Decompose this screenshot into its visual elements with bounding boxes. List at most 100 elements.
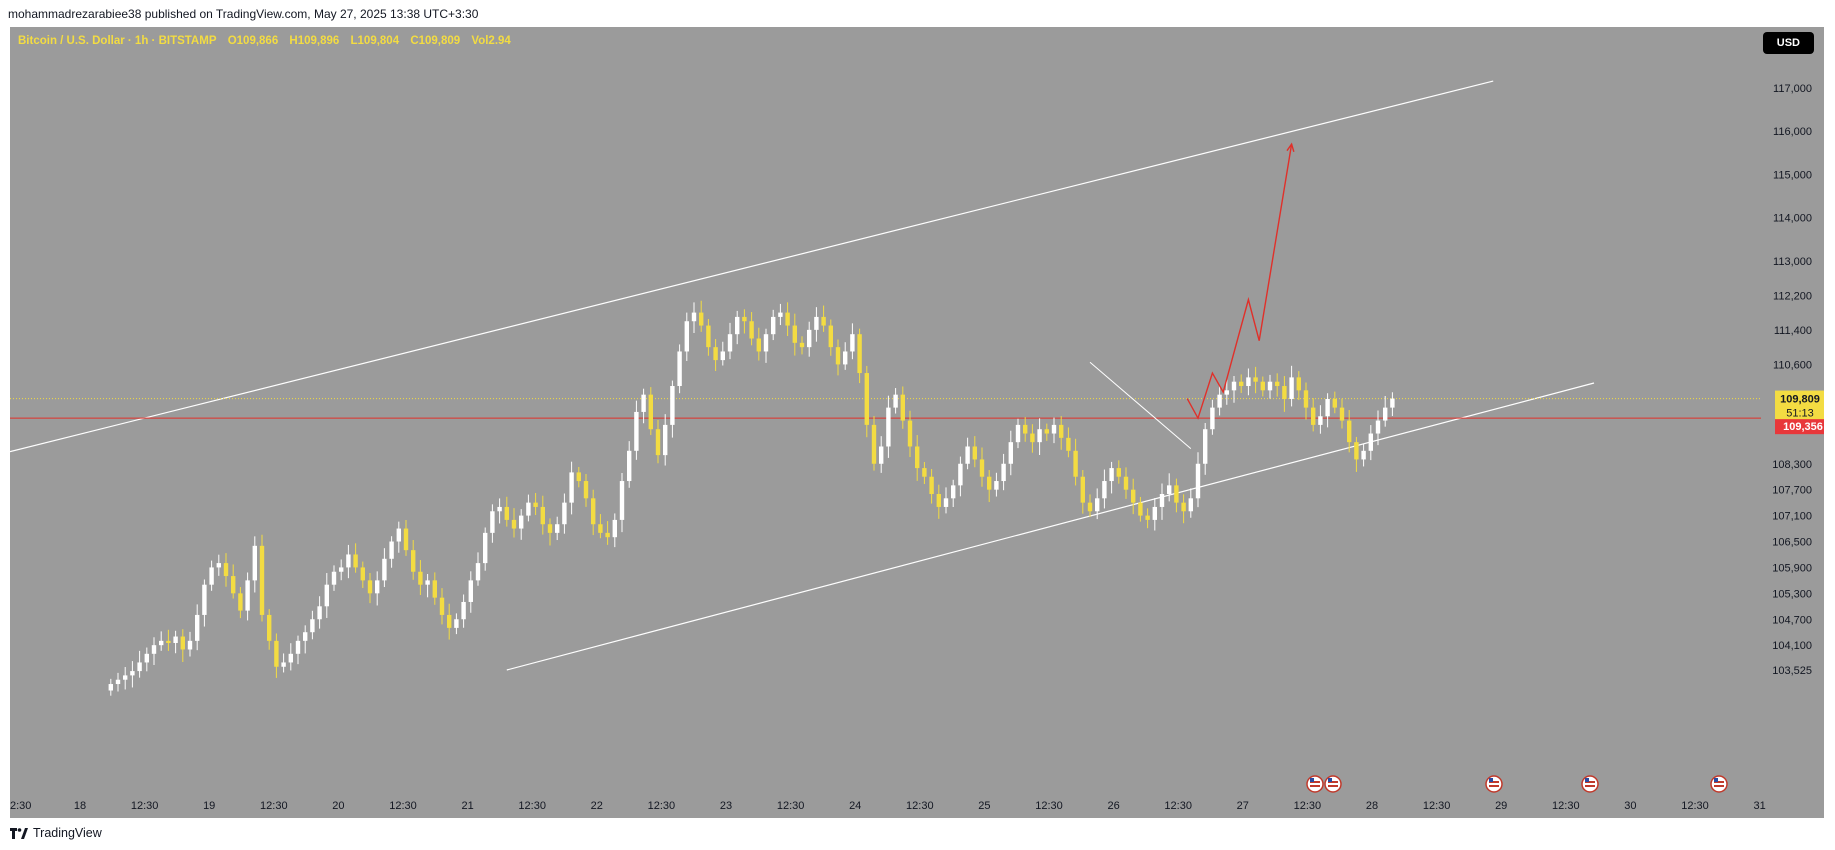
x-tick-label: 31 [1753, 800, 1765, 812]
candle-body [1383, 407, 1388, 421]
x-tick-label: 12:30 [1035, 800, 1063, 812]
candle-body [303, 632, 308, 641]
candle-body [987, 476, 992, 490]
candle-body [922, 468, 927, 477]
y-tick-label: 107,100 [1772, 511, 1812, 523]
countdown-label: 51:13 [1786, 408, 1814, 420]
candle-body [907, 420, 913, 447]
x-tick-label: 12:30 [648, 800, 676, 812]
candle-body [799, 342, 805, 348]
candle-body [1296, 377, 1301, 391]
legend-close: C109,809 [410, 35, 461, 47]
candle-body [641, 394, 646, 412]
candle-body [519, 515, 524, 529]
y-tick-label: 114,000 [1773, 213, 1812, 225]
candle-body [677, 351, 682, 387]
candle-body [533, 502, 538, 507]
x-tick-label: 26 [1107, 800, 1119, 812]
candle-body [1109, 468, 1114, 482]
x-tick-label: 25 [978, 800, 990, 812]
candle-body [1008, 442, 1013, 464]
candle-body [893, 394, 898, 408]
candle-body [339, 567, 344, 572]
candle-body [238, 593, 243, 611]
candle-body [1339, 407, 1345, 421]
x-tick-label: 2:30 [10, 800, 31, 812]
x-tick-label: 28 [1366, 800, 1378, 812]
support-badge [1775, 419, 1824, 435]
candle-body [1195, 463, 1201, 499]
candle-body [951, 485, 956, 499]
us-flag-stripe [1310, 785, 1320, 787]
candle-body [432, 580, 437, 598]
candle-body [843, 351, 848, 365]
candle-body [598, 524, 603, 533]
candle-body [310, 619, 315, 633]
candle-body [619, 481, 625, 520]
candle-body [324, 584, 329, 607]
candle-body [742, 316, 747, 322]
candle-body [1095, 498, 1100, 512]
candle-body [648, 394, 653, 430]
wedge-line [1089, 361, 1192, 450]
candle-body [591, 498, 596, 525]
candle-body [814, 316, 819, 330]
us-flag-stripe [1585, 785, 1595, 787]
us-flag-event-icon [1581, 775, 1599, 793]
us-flag-stripe [1585, 781, 1595, 783]
currency-button[interactable]: USD [1762, 32, 1814, 54]
x-tick-label: 12:30 [518, 800, 546, 812]
candle-body [108, 684, 113, 691]
candle-body [864, 373, 869, 425]
candle-body [958, 463, 963, 486]
candle-body [1037, 429, 1042, 443]
candle-body [418, 571, 423, 585]
candle-body [727, 334, 733, 352]
candle-body [1347, 420, 1352, 443]
candle-body [1224, 390, 1229, 395]
forecast-arrow-head [1286, 142, 1295, 153]
y-tick-label: 117,000 [1773, 83, 1812, 95]
ohlc-legend: Bitcoin / U.S. Dollar · 1h · BITSTAMP O1… [18, 35, 519, 47]
candle-body [295, 640, 301, 654]
candle-body [511, 519, 517, 529]
candle-body [1354, 442, 1359, 460]
candle-body [1123, 476, 1129, 490]
candle-body [749, 321, 754, 339]
candle-body [353, 554, 358, 568]
candle-body [1303, 390, 1309, 408]
candle-body [331, 571, 337, 585]
forecast-path [1186, 144, 1293, 420]
candle-body [1267, 381, 1273, 391]
candle-body [1239, 381, 1244, 387]
candle-body [360, 567, 365, 581]
candle-body [137, 662, 142, 672]
candle-body [267, 614, 272, 641]
candle-body [223, 563, 229, 577]
candle-body [943, 498, 949, 507]
us-flag-stripe [1714, 785, 1724, 787]
candle-body [936, 493, 941, 507]
us-flag-event-icon [1306, 775, 1324, 793]
x-tick-label: 22 [591, 800, 603, 812]
candle-body [547, 524, 553, 533]
candle-body [1023, 424, 1028, 434]
legend-symbol: Bitcoin / U.S. Dollar · 1h · BITSTAMP [18, 35, 217, 47]
candle-body [1174, 485, 1179, 503]
candle-body [1145, 515, 1150, 520]
candle-body [713, 347, 718, 361]
candle-body [1159, 493, 1165, 507]
us-flag-canton [1328, 778, 1332, 782]
candle-body [857, 334, 862, 374]
candle-body [1361, 450, 1366, 460]
y-tick-label: 108,300 [1772, 459, 1812, 471]
us-flag-canton [1310, 778, 1314, 782]
price-chart-svg[interactable]: 117,000 116,000 115,000 114,000 113,000 112,2… [10, 27, 1824, 818]
candle-body [526, 502, 531, 516]
candle-body [699, 312, 704, 326]
candle-body [346, 554, 351, 568]
candle-body [1282, 386, 1287, 399]
candle-body [583, 481, 589, 499]
us-flag-canton [1585, 778, 1589, 782]
chart-area[interactable]: 117,000 116,000 115,000 114,000 113,000 112,2… [10, 27, 1824, 818]
